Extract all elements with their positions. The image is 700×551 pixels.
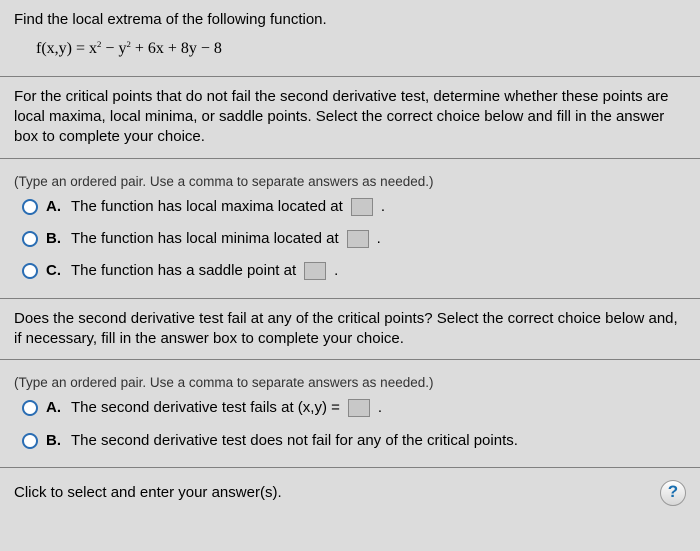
- radio-icon: [22, 199, 38, 215]
- option-b2[interactable]: B. The second derivative test does not f…: [14, 425, 686, 457]
- option-letter: B.: [46, 229, 61, 249]
- period: .: [377, 229, 381, 249]
- help-button[interactable]: ?: [660, 480, 686, 506]
- period: .: [381, 197, 385, 217]
- part2-section: Does the second derivative test fail at …: [0, 298, 700, 360]
- option-text: The function has a saddle point at: [71, 261, 296, 281]
- answer-input[interactable]: [347, 230, 369, 248]
- part1-section: For the critical points that do not fail…: [0, 76, 700, 158]
- option-text: The function has local minima located at: [71, 229, 339, 249]
- part1-options: (Type an ordered pair. Use a comma to se…: [0, 158, 700, 298]
- radio-icon: [22, 231, 38, 247]
- answer-input[interactable]: [351, 198, 373, 216]
- part2-note: (Type an ordered pair. Use a comma to se…: [14, 370, 686, 392]
- footer-message: Click to select and enter your answer(s)…: [14, 483, 282, 503]
- option-letter: A.: [46, 398, 61, 418]
- option-c[interactable]: C. The function has a saddle point at .: [14, 255, 686, 287]
- question-prompt-section: Find the local extrema of the following …: [0, 0, 700, 76]
- radio-icon: [22, 400, 38, 416]
- period: .: [378, 398, 382, 418]
- help-icon: ?: [668, 481, 678, 504]
- part1-intro: For the critical points that do not fail…: [14, 87, 686, 148]
- option-a[interactable]: A. The function has local maxima located…: [14, 191, 686, 223]
- answer-input[interactable]: [304, 262, 326, 280]
- question-prompt: Find the local extrema of the following …: [14, 10, 686, 30]
- option-letter: A.: [46, 197, 61, 217]
- option-b[interactable]: B. The function has local minima located…: [14, 223, 686, 255]
- radio-icon: [22, 263, 38, 279]
- part2-options: (Type an ordered pair. Use a comma to se…: [0, 359, 700, 467]
- footer: Click to select and enter your answer(s)…: [0, 467, 700, 514]
- equation: f(x,y) = x2 − y2 + 6x + 8y − 8: [14, 30, 686, 66]
- option-text: The second derivative test fails at (x,y…: [71, 398, 340, 418]
- part2-intro: Does the second derivative test fail at …: [14, 309, 686, 350]
- radio-icon: [22, 433, 38, 449]
- part1-note: (Type an ordered pair. Use a comma to se…: [14, 169, 686, 191]
- option-letter: C.: [46, 261, 61, 281]
- option-text: The second derivative test does not fail…: [71, 431, 518, 451]
- answer-input[interactable]: [348, 399, 370, 417]
- option-text: The function has local maxima located at: [71, 197, 343, 217]
- option-a2[interactable]: A. The second derivative test fails at (…: [14, 392, 686, 424]
- period: .: [334, 261, 338, 281]
- option-letter: B.: [46, 431, 61, 451]
